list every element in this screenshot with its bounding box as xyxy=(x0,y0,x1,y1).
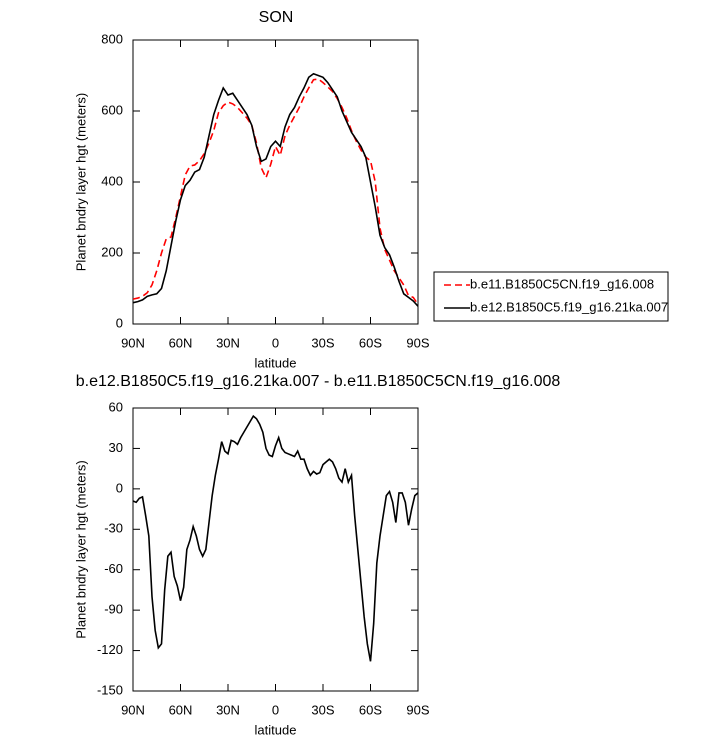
x-tick-label: 30S xyxy=(311,335,334,350)
x-tick-label: 60N xyxy=(169,702,193,717)
y-tick-label: -30 xyxy=(104,521,123,536)
data-line xyxy=(132,414,419,662)
x-tick-label: 90S xyxy=(406,702,429,717)
x-tick-label: 30S xyxy=(311,702,334,717)
y-tick-label: 600 xyxy=(101,102,123,117)
chart-title: b.e12.B1850C5.f19_g16.21ka.007 - b.e11.B… xyxy=(76,373,561,390)
x-tick-label: 60N xyxy=(169,335,193,350)
x-tick-label: 90N xyxy=(121,702,145,717)
y-tick-label: 0 xyxy=(116,480,123,495)
y-tick-label: -90 xyxy=(104,602,123,617)
data-line xyxy=(132,72,419,307)
x-tick-label: 60S xyxy=(359,335,382,350)
chart-title: SON xyxy=(259,9,294,26)
y-tick-label: 400 xyxy=(101,173,123,188)
y-axis-label: Planet bndry layer hgt (meters) xyxy=(73,460,88,638)
x-tick-label: 90S xyxy=(406,335,429,350)
x-axis-label: latitude xyxy=(255,355,297,370)
x-tick-label: 0 xyxy=(272,335,279,350)
plot-frame xyxy=(132,39,419,325)
y-tick-label: 30 xyxy=(109,440,123,455)
y-tick-label: -60 xyxy=(104,561,123,576)
x-tick-label: 0 xyxy=(272,702,279,717)
y-tick-label: -150 xyxy=(97,682,123,697)
legend-label: b.e11.B1850C5CN.f19_g16.008 xyxy=(470,276,654,291)
x-tick-label: 90N xyxy=(121,335,145,350)
y-tick-label: 200 xyxy=(101,244,123,259)
y-axis-label: Planet bndry layer hgt (meters) xyxy=(73,93,88,271)
y-tick-label: -120 xyxy=(97,642,123,657)
y-tick-label: 0 xyxy=(116,315,123,330)
legend-label: b.e12.B1850C5.f19_g16.21ka.007 xyxy=(470,299,668,314)
plot-frame xyxy=(132,407,419,692)
x-tick-label: 60S xyxy=(359,702,382,717)
x-tick-label: 30N xyxy=(216,702,240,717)
data-line xyxy=(132,78,419,305)
legend-box xyxy=(433,271,669,322)
y-tick-label: 800 xyxy=(101,31,123,46)
x-tick-label: 30N xyxy=(216,335,240,350)
x-axis-label: latitude xyxy=(255,722,297,737)
y-tick-label: 60 xyxy=(109,399,123,414)
